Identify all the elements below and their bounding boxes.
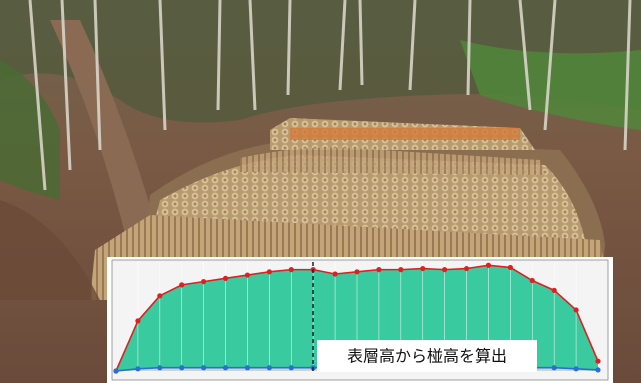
inset-chart: 表層高から椪高を算出 xyxy=(107,257,613,383)
point xyxy=(288,267,294,273)
point xyxy=(595,358,601,364)
point xyxy=(179,282,185,288)
point xyxy=(398,267,404,273)
point xyxy=(266,269,272,275)
point xyxy=(551,287,557,293)
point xyxy=(442,267,448,273)
caption-box xyxy=(317,340,537,372)
point xyxy=(463,265,470,272)
point xyxy=(222,365,229,371)
point xyxy=(266,365,272,371)
point xyxy=(354,269,360,275)
point xyxy=(157,365,163,371)
point xyxy=(201,365,207,371)
point xyxy=(485,262,492,268)
point xyxy=(507,264,513,271)
point xyxy=(157,293,163,299)
point xyxy=(244,272,251,278)
point xyxy=(135,366,141,372)
point xyxy=(595,367,601,373)
point xyxy=(551,365,557,371)
point xyxy=(222,275,229,281)
point xyxy=(573,307,579,313)
point xyxy=(529,277,535,284)
point xyxy=(179,365,185,371)
caption: 表層高から椪高を算出 xyxy=(347,347,507,366)
point xyxy=(135,318,141,324)
point xyxy=(376,267,382,273)
point xyxy=(288,365,294,371)
point xyxy=(573,366,579,372)
point xyxy=(113,368,119,374)
point xyxy=(332,271,338,277)
point xyxy=(201,279,207,285)
point xyxy=(420,265,426,272)
point xyxy=(244,365,251,371)
